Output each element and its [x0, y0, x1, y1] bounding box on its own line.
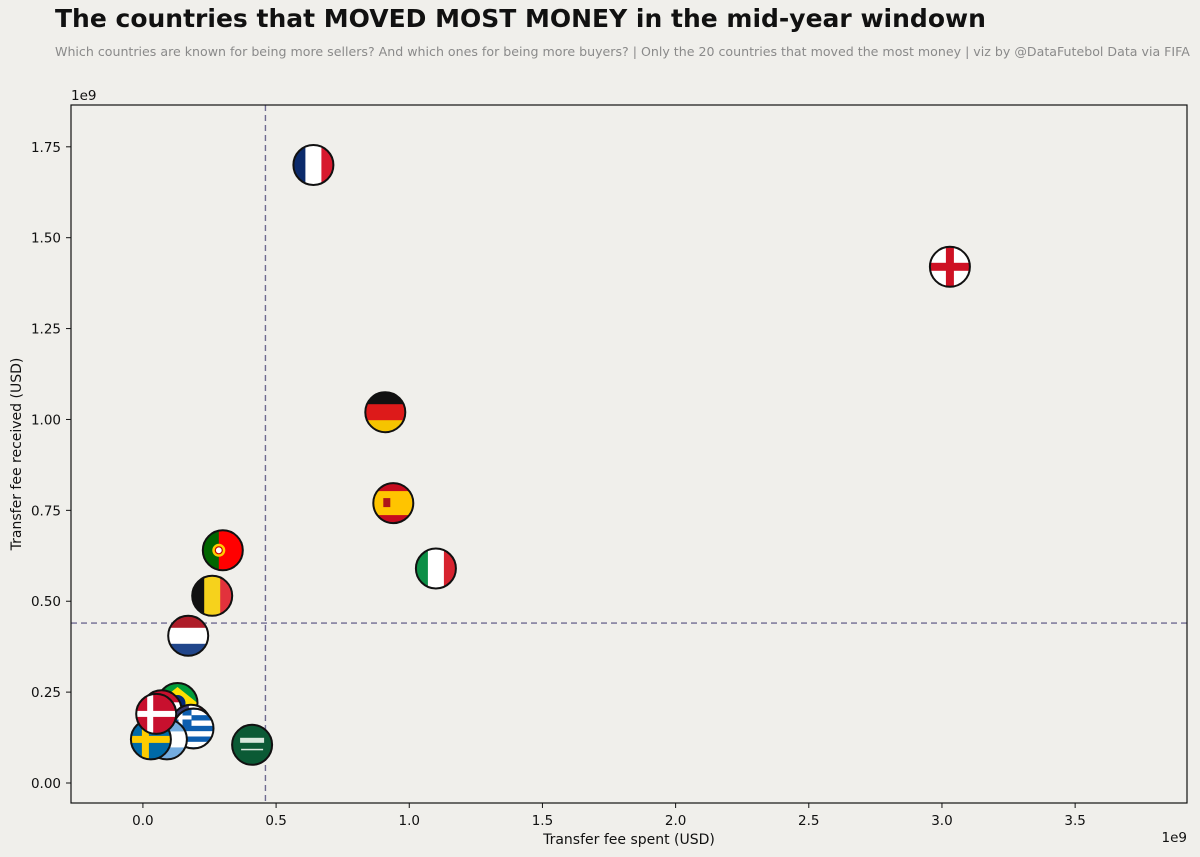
x-tick-label: 2.0 [665, 813, 686, 829]
netherlands-flag-icon [168, 615, 209, 656]
mean-lines [71, 105, 1187, 803]
y-tick-label: 0.25 [31, 685, 61, 701]
portugal-flag-icon [202, 530, 243, 571]
y-tick-label: 0.00 [31, 776, 61, 792]
x-axis-label: Transfer fee spent (USD) [542, 832, 715, 848]
x-offset-label: 1e9 [1162, 830, 1187, 846]
y-tick-label: 0.50 [31, 594, 61, 610]
x-tick-label: 2.5 [798, 813, 819, 829]
france-flag-icon [293, 145, 334, 185]
y-tick-label: 1.00 [31, 412, 61, 428]
germany-flag-icon [365, 392, 406, 433]
x-tick-label: 3.0 [931, 813, 952, 829]
y-tick-label: 0.75 [31, 503, 61, 519]
plot-frame [70, 104, 1188, 804]
x-tick-label: 1.5 [532, 813, 553, 829]
spain-flag-icon [373, 483, 414, 524]
point-belgium [191, 574, 234, 617]
point-italy [414, 547, 457, 590]
italy-flag-icon [415, 548, 456, 589]
x-tick-label: 3.5 [1064, 813, 1085, 829]
point-denmark [135, 692, 178, 735]
x-axis-ticks: 0.0 0.5 1.0 1.5 2.0 2.5 3.0 3.5 [132, 803, 1086, 829]
y-tick-label: 1.75 [31, 140, 61, 156]
x-tick-label: 0.5 [265, 813, 286, 829]
x-tick-label: 0.0 [132, 813, 153, 829]
data-points [129, 144, 971, 766]
point-spain [372, 482, 415, 525]
point-portugal [201, 529, 244, 572]
denmark-flag-icon [136, 693, 177, 734]
point-netherlands [167, 614, 210, 657]
y-tick-label: 1.25 [31, 322, 61, 338]
y-axis-ticks: 0.00 0.25 0.50 0.75 1.00 1.25 1.50 1.75 [31, 140, 71, 792]
point-saudi-arabia [231, 723, 274, 766]
y-offset-label: 1e9 [71, 88, 96, 104]
saudi-arabia-flag-icon [232, 724, 273, 765]
england-flag-icon [929, 246, 970, 287]
chart-title: The countries that MOVED MOST MONEY in t… [55, 4, 986, 33]
point-france [292, 144, 335, 186]
chart-subtitle: Which countries are known for being more… [55, 44, 1190, 59]
point-england [928, 245, 971, 288]
point-germany [364, 391, 407, 434]
belgium-flag-icon [192, 575, 233, 616]
y-tick-label: 1.50 [31, 231, 61, 247]
x-tick-label: 1.0 [399, 813, 420, 829]
y-axis-label: Transfer fee received (USD) [9, 358, 25, 552]
